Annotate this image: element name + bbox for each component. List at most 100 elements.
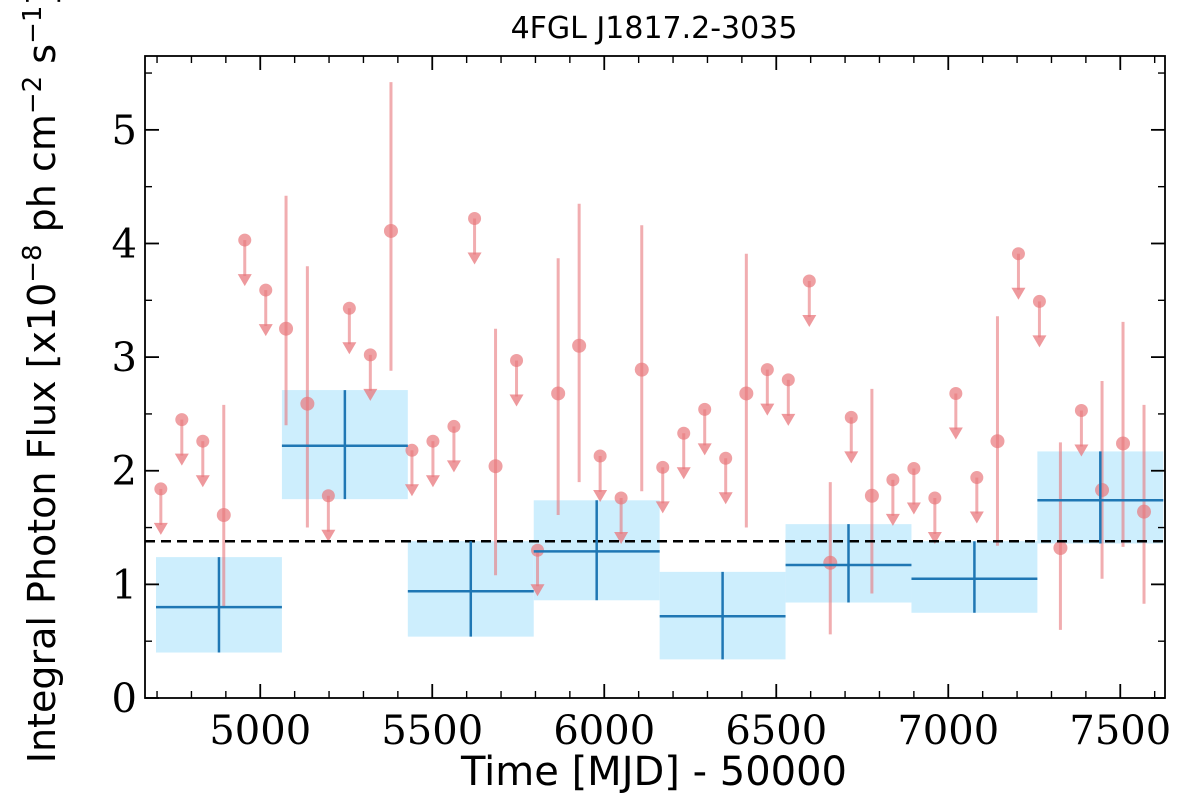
upper-limit-point (614, 491, 628, 505)
upper-limit-arrowhead (174, 453, 189, 466)
upper-limit-point (259, 283, 273, 297)
detection-point (1116, 436, 1131, 451)
upper-limit-point (426, 434, 440, 448)
upper-limit-point (1011, 247, 1025, 261)
upper-limit-point (949, 386, 963, 400)
upper-limit-arrowhead (760, 403, 775, 416)
upper-limit-arrowhead (844, 451, 859, 464)
upper-limit-point (698, 402, 712, 416)
upper-limit-arrowhead (593, 489, 608, 502)
chart-title: 4FGL J1817.2-3035 (511, 11, 798, 46)
upper-limit-arrowhead (802, 314, 817, 327)
upper-limit-point (928, 491, 942, 505)
upper-limit-point (154, 482, 168, 496)
y-axis-label-part1: Integral Photon Flux [x10 (20, 283, 64, 764)
upper-limit-arrowhead (237, 274, 252, 287)
y-axis-label: Integral Photon Flux [x10−8 ph cm−2 s−1] (18, 0, 64, 763)
upper-limit-point (844, 410, 858, 424)
plot-area (145, 82, 1165, 660)
upper-limit-arrowhead (1032, 335, 1047, 348)
detection-point (279, 321, 294, 336)
detection-point (990, 434, 1005, 449)
y-axis-label-exp1: −8 (18, 244, 48, 282)
upper-limit-point (342, 301, 356, 315)
upper-limit-point (510, 354, 524, 368)
detection-point (488, 459, 503, 474)
upper-limit-arrowhead (969, 511, 984, 524)
x-tick-label: 6500 (725, 708, 827, 754)
upper-limit-arrowhead (509, 394, 524, 407)
y-tick-label: 2 (112, 449, 137, 495)
upper-limit-point (238, 233, 252, 247)
detection-point (634, 362, 649, 377)
detection-point (383, 223, 398, 238)
upper-limit-arrowhead (885, 513, 900, 526)
upper-limit-arrowhead (718, 492, 733, 505)
upper-limit-point (1074, 404, 1088, 418)
upper-limit-arrowhead (1074, 444, 1089, 457)
upper-limit-arrowhead (1011, 287, 1026, 300)
upper-limit-point (447, 419, 461, 433)
y-axis-label-exp3: −1 (18, 6, 48, 44)
detection-point (1095, 483, 1110, 498)
plot-frame (144, 55, 1166, 699)
upper-limit-point (196, 434, 210, 448)
y-tick-label: 1 (112, 562, 137, 608)
detection-point (1053, 541, 1068, 556)
upper-limit-arrowhead (467, 252, 482, 265)
upper-limit-arrowhead (781, 413, 796, 426)
upper-limit-arrowhead (363, 388, 378, 401)
upper-limit-point (405, 443, 419, 457)
upper-limit-point (175, 413, 189, 427)
y-axis-label-part3: s (20, 44, 64, 76)
upper-limit-point (802, 274, 816, 288)
detection-point (551, 386, 566, 401)
upper-limit-point (593, 449, 607, 463)
upper-limit-point (907, 461, 921, 475)
upper-limit-arrowhead (530, 584, 545, 597)
upper-limit-arrowhead (927, 532, 942, 545)
detection-point (739, 386, 754, 401)
upper-limit-arrowhead (342, 342, 357, 355)
y-tick-label: 4 (112, 221, 137, 267)
upper-limit-arrowhead (153, 522, 168, 535)
upper-limit-point (656, 460, 670, 474)
y-tick-label: 3 (112, 335, 137, 381)
axis-ticks: 5000 5500 6000 6500 7000 7500 0 1 2 3 4 5 (112, 56, 1171, 754)
upper-limit-arrowhead (404, 484, 419, 497)
detection-point (300, 396, 315, 411)
upper-limit-arrowhead (676, 467, 691, 480)
upper-limit-point (321, 489, 335, 503)
y-tick-label: 0 (112, 676, 137, 722)
detection-point (823, 555, 838, 570)
x-tick-label: 7000 (897, 708, 999, 754)
x-tick-label: 7500 (1069, 708, 1171, 754)
detection-point (1137, 504, 1152, 519)
upper-limit-arrowhead (446, 460, 461, 473)
y-tick-label: 5 (112, 108, 137, 154)
upper-limit-point (363, 348, 377, 362)
y-axis-label-end: ] (20, 0, 64, 6)
upper-limit-point (1032, 294, 1046, 308)
x-tick-label: 5500 (381, 708, 483, 754)
detection-point (864, 488, 879, 503)
detection-point (216, 508, 231, 523)
upper-limit-arrowhead (614, 532, 629, 545)
upper-limit-arrowhead (948, 427, 963, 440)
upper-limit-arrowhead (425, 475, 440, 488)
upper-limit-point (677, 426, 691, 440)
upper-limit-point (760, 363, 774, 377)
x-axis-label: Time [MJD] - 50000 (460, 749, 847, 795)
upper-limit-arrowhead (195, 475, 210, 488)
upper-limit-point (781, 373, 795, 387)
upper-limit-arrowhead (321, 529, 336, 542)
upper-limit-arrowhead (655, 501, 670, 514)
upper-limit-point (468, 211, 482, 225)
detection-point (572, 338, 587, 353)
y-axis-label-exp2: −2 (18, 76, 48, 114)
upper-limit-point (886, 473, 900, 487)
upper-limit-arrowhead (906, 502, 921, 515)
y-axis-label-part2: ph cm (20, 114, 64, 244)
upper-limit-point (719, 451, 733, 465)
